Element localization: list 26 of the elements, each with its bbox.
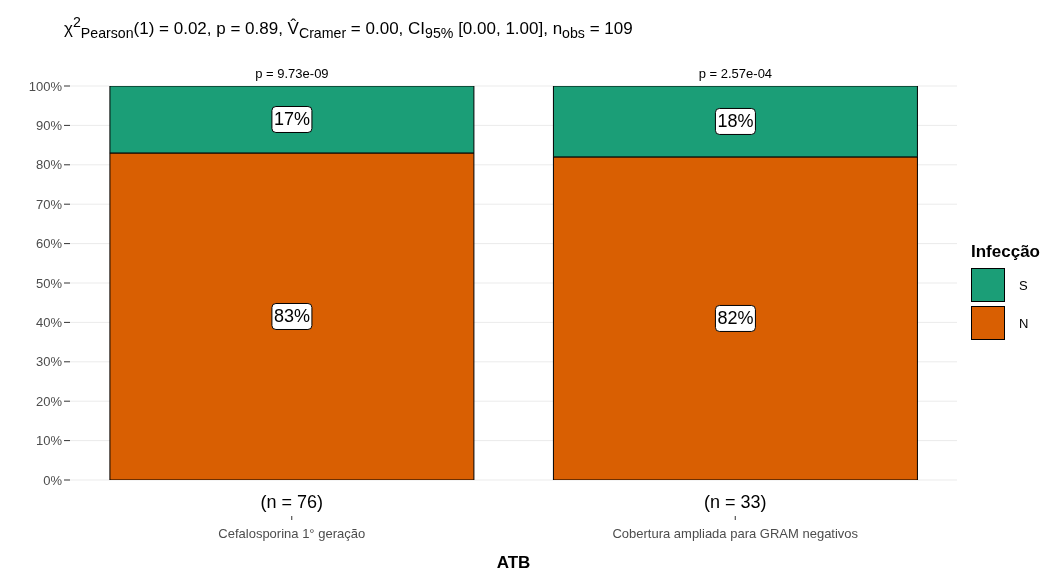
- data-label: 17%: [273, 109, 310, 130]
- annotation: (n = 33): [703, 492, 767, 512]
- y-tick-label: 20%: [35, 393, 63, 409]
- y-tick-label: 60%: [35, 236, 63, 252]
- y-tick-label: 100%: [28, 78, 63, 94]
- y-tick-label: 0%: [43, 472, 63, 488]
- legend-title: Infecção: [971, 242, 1040, 262]
- data-label: 83%: [273, 306, 310, 327]
- y-tick-label: 40%: [35, 315, 63, 331]
- x-axis-title: ATB: [496, 553, 531, 572]
- y-tick-label: 10%: [35, 433, 63, 449]
- y-tick-label: 80%: [35, 157, 63, 173]
- annotation: p = 9.73e-09: [255, 66, 329, 81]
- y-tick-label: 30%: [35, 354, 63, 370]
- annotation: (n = 76): [260, 492, 324, 512]
- data-label: 18%: [717, 111, 754, 132]
- x-tick-label: Cefalosporina 1° geração: [218, 526, 366, 541]
- data-label: 82%: [717, 308, 754, 329]
- text: S: [1019, 277, 1028, 293]
- y-tick-label: 70%: [35, 196, 63, 212]
- x-tick-label: Cobertura ampliada para GRAM negativos: [612, 526, 859, 541]
- y-tick-label: 50%: [35, 275, 63, 291]
- annotation: p = 2.57e-04: [698, 66, 773, 81]
- text: N: [1019, 315, 1029, 331]
- y-tick-label: 90%: [35, 118, 63, 134]
- chart-title: χ$^{2}$$_{Pearson}$(1) = 0.02, p = 0.89, V̂$_{Cramer}$ = 0.00, CI$_{95%}$ [0.00, 1.00], n$_{obs}$ = 109: [64, 14, 633, 42]
